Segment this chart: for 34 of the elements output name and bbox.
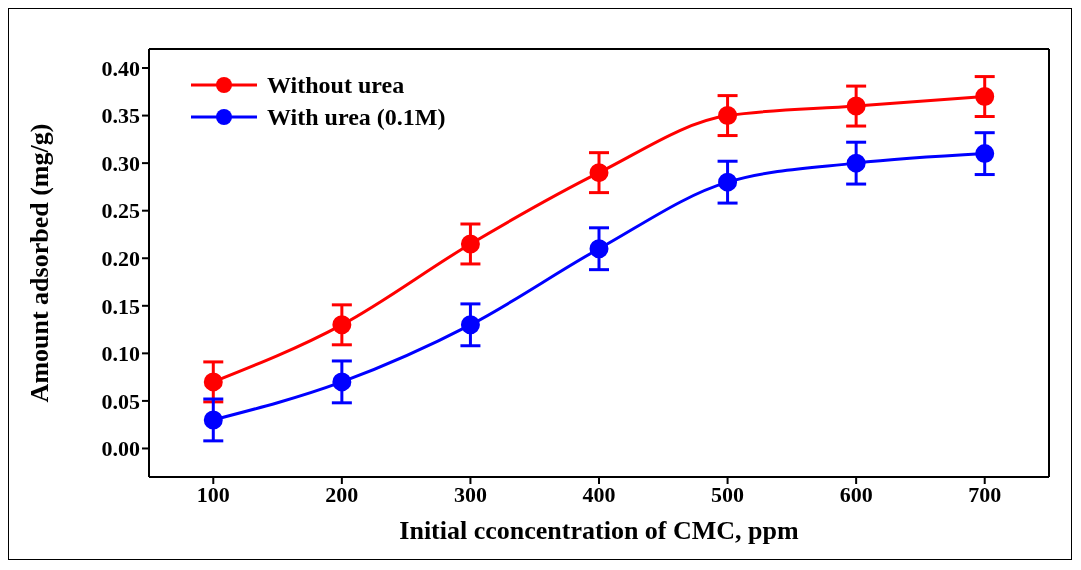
y-tick-label: 0.00 [101,436,140,462]
point [203,410,223,430]
point [203,372,223,392]
x-tick-label: 300 [453,481,487,507]
x-tick-label: 100 [196,481,230,507]
point [846,96,866,116]
point [460,234,480,254]
point [589,239,609,259]
point [975,144,995,164]
y-tick-label: 0.35 [101,103,140,129]
x-tick-label: 700 [968,481,1002,507]
point [589,163,609,183]
point [846,153,866,173]
y-tick-label: 0.30 [101,150,140,176]
point [975,87,995,107]
x-tick-label: 600 [839,481,873,507]
point [718,172,738,192]
point [332,315,352,335]
x-tick-label: 400 [582,481,616,507]
legend-label: With urea (0.1M) [267,103,446,132]
y-tick-label: 0.10 [101,341,140,367]
y-axis-title: Amount adsorbed (mg/g) [25,123,55,403]
y-tick-label: 0.05 [101,388,140,414]
point [718,106,738,126]
x-axis-title: Initial cconcentration of CMC, ppm [399,516,800,545]
legend-label: Without urea [267,71,405,100]
y-tick-label: 0.15 [101,293,140,319]
y-tick-label: 0.25 [101,198,140,224]
point [332,372,352,392]
point [460,315,480,335]
y-tick-label: 0.40 [101,55,140,81]
y-tick-label: 0.20 [101,246,140,272]
x-tick-label: 500 [711,481,745,507]
x-tick-label: 200 [325,481,359,507]
